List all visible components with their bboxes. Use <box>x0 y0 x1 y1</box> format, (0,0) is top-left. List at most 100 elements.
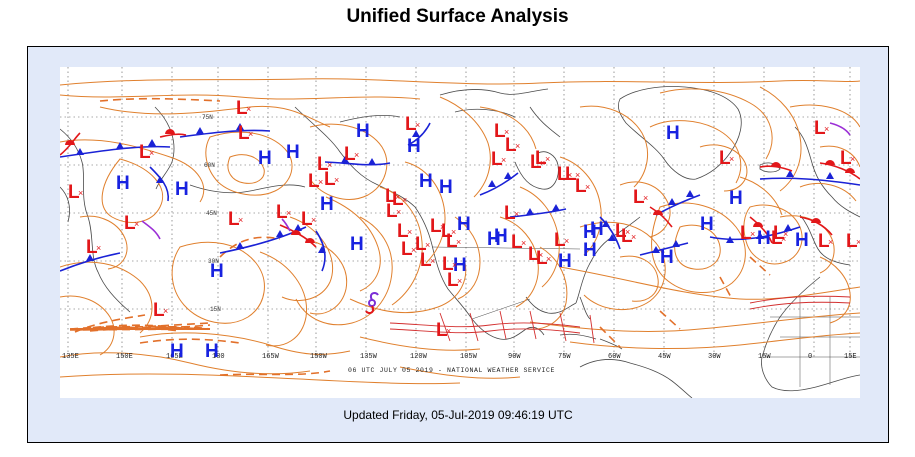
low-center-marker: × <box>149 148 154 158</box>
longitude-label: 30W <box>708 353 721 361</box>
map-panel: 135E 150E 165E 180 165W 150W 135W 120W 105W 90W 75… <box>27 46 889 443</box>
latitude-label: 15N <box>210 306 221 313</box>
high-pressure-label: H <box>286 142 300 163</box>
troughs <box>69 97 771 376</box>
low-center-marker: × <box>538 250 543 260</box>
low-center-marker: × <box>452 260 457 270</box>
longitude-label: 180 <box>212 353 225 361</box>
cold-front-triangle <box>116 142 124 149</box>
low-center-marker: × <box>411 245 416 255</box>
high-pressure-label: H <box>457 214 471 235</box>
cold-front-triangle <box>552 204 560 211</box>
low-center-marker: × <box>446 326 451 336</box>
cold-front-triangle <box>826 172 834 179</box>
low-center-marker: × <box>286 208 291 218</box>
low-center-marker: × <box>78 188 83 198</box>
warm-front-semicircle <box>305 238 315 243</box>
low-pressure-label: L <box>491 149 503 170</box>
warm-front-semicircle <box>825 160 835 165</box>
low-pressure-label: L <box>621 226 633 247</box>
low-pressure-label: L <box>344 144 356 165</box>
longitude-label: 150E <box>116 353 133 361</box>
cold-front-triangle <box>668 198 676 205</box>
low-center-marker: × <box>625 227 630 237</box>
low-pressure-label: L <box>446 231 458 252</box>
low-pressure-label: L <box>494 121 506 142</box>
low-center-marker: × <box>163 306 168 316</box>
low-center-marker: × <box>828 237 833 247</box>
low-center-marker: × <box>430 256 435 266</box>
longitude-label: 75W <box>558 353 571 361</box>
high-pressure-label: H <box>494 226 508 247</box>
cold-front-triangle <box>236 123 244 130</box>
low-center-marker: × <box>567 170 572 180</box>
cold-front-triangle <box>148 139 156 146</box>
low-center-marker: × <box>575 170 580 180</box>
cold-front-triangle <box>504 172 512 179</box>
low-center-marker: × <box>354 150 359 160</box>
cold-front-triangle <box>276 230 284 237</box>
low-pressure-label: L <box>528 244 540 265</box>
longitude-label: 45W <box>658 353 671 361</box>
low-center-marker: × <box>396 207 401 217</box>
low-center-marker: × <box>643 193 648 203</box>
low-pressure-label: L <box>846 231 858 252</box>
low-pressure-label: L <box>420 250 432 271</box>
low-pressure-label: L <box>773 223 785 244</box>
itcz <box>389 295 851 344</box>
low-center-marker: × <box>781 234 786 244</box>
low-center-marker: × <box>504 127 509 137</box>
longitude-label: 90W <box>508 353 521 361</box>
cold-front-triangle <box>488 180 496 187</box>
cold-front-triangle <box>784 224 792 231</box>
low-center-marker: × <box>327 160 332 170</box>
low-pressure-label: L <box>228 209 240 230</box>
warm-front-semicircle <box>291 230 301 235</box>
high-pressure-label: H <box>116 173 130 194</box>
latitude-labels: 75N 60N 45N 30N 15N <box>202 114 221 313</box>
product-stamp: 06 UTC JULY 05 2019 - NATIONAL WEATHER S… <box>348 367 555 374</box>
low-pressure-label: L <box>771 228 783 249</box>
cold-front-triangle <box>602 220 610 227</box>
low-pressure-label: L <box>442 254 454 275</box>
high-pressure-label: H <box>439 177 453 198</box>
high-pressure-label: H <box>660 247 674 268</box>
high-pressure-label: H <box>583 240 597 261</box>
low-pressure-label: L <box>840 148 852 169</box>
cold-front-triangle <box>756 232 764 239</box>
low-pressure-label: L <box>447 270 459 291</box>
coastlines <box>60 86 860 398</box>
low-center-marker: × <box>515 141 520 151</box>
low-center-marker: × <box>395 192 400 202</box>
low-pressure-label: L <box>301 209 313 230</box>
cold-front-triangle <box>726 236 734 243</box>
low-pressure-label: L <box>415 234 427 255</box>
low-pressure-label: L <box>814 118 826 139</box>
low-pressure-label: L <box>505 135 517 156</box>
isobars <box>60 78 860 385</box>
cold-front-triangle <box>368 158 376 165</box>
low-pressure-label: L <box>324 169 336 190</box>
cold-front-triangle <box>341 156 349 163</box>
low-pressure-label: L <box>740 223 752 244</box>
cold-front-triangle <box>318 246 326 253</box>
low-center-marker: × <box>415 120 420 130</box>
cold-front-triangle <box>196 127 204 134</box>
latitude-label: 75N <box>202 114 213 121</box>
low-center-marker: × <box>729 154 734 164</box>
high-pressure-label: H <box>583 222 597 243</box>
warm-front-semicircle <box>753 222 763 227</box>
cold-front-triangle <box>608 234 616 241</box>
low-center-marker: × <box>238 215 243 225</box>
low-center-marker: × <box>783 229 788 239</box>
low-center-marker: × <box>540 158 545 168</box>
low-pressure-label: L <box>818 231 830 252</box>
high-pressure-label: H <box>729 188 743 209</box>
longitude-label: 15E <box>844 353 857 361</box>
high-pressure-label: H <box>210 261 224 282</box>
high-pressure-label: H <box>356 121 370 142</box>
low-pressure-label: L <box>401 239 413 260</box>
longitude-label: 165W <box>262 353 280 361</box>
page-title: Unified Surface Analysis <box>346 6 569 27</box>
